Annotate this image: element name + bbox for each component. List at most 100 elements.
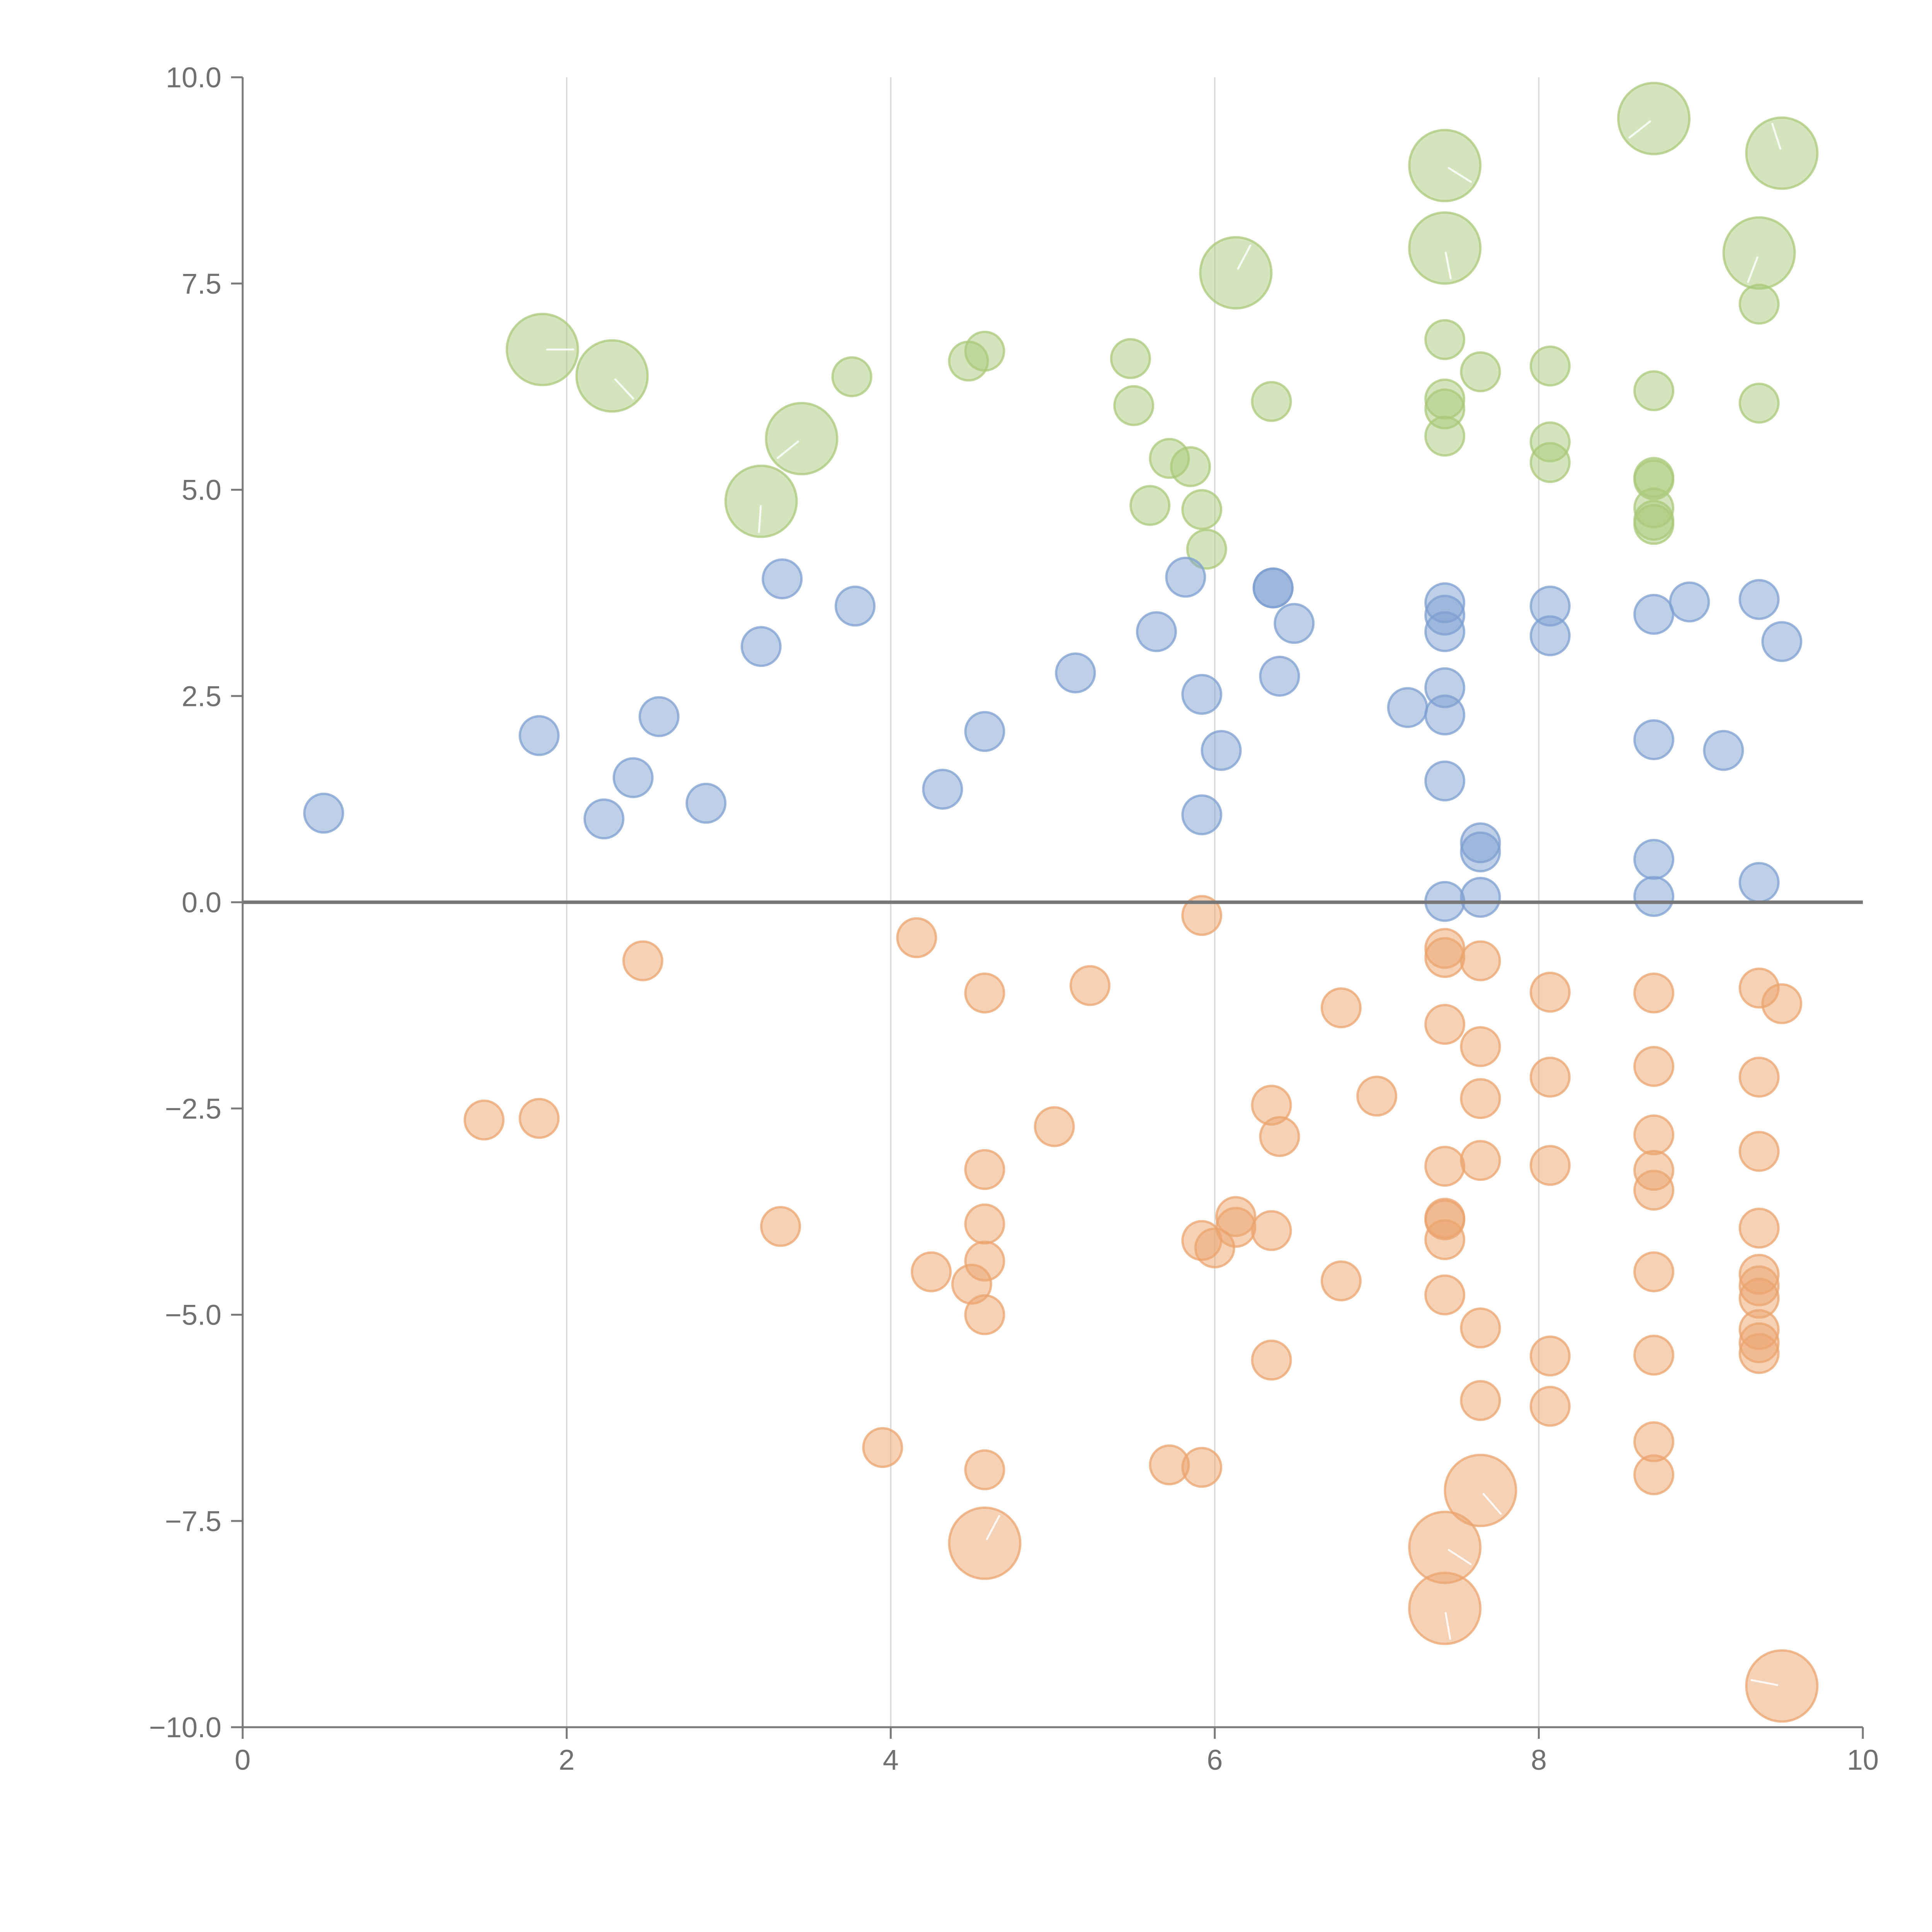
blue-bubble	[638, 696, 680, 737]
x-tick-label: 4	[883, 1744, 899, 1776]
green-bubble	[1251, 381, 1292, 422]
green-bubble	[505, 313, 579, 386]
orange-bubble	[1424, 937, 1466, 978]
orange-bubble	[1633, 1170, 1675, 1211]
y-tick-label: 0.0	[182, 886, 221, 918]
green-bubble-tick	[1771, 122, 1782, 150]
orange-bubble	[1251, 1339, 1292, 1381]
blue-bubble	[922, 769, 963, 810]
orange-bubble-tick	[986, 1515, 1000, 1540]
blue-bubble	[1424, 694, 1466, 736]
y-tick-label: 2.5	[182, 680, 221, 712]
blue-bubble	[685, 782, 727, 824]
orange-bubble	[1460, 1078, 1501, 1119]
orange-bubble	[964, 1449, 1005, 1490]
x-tick-label: 6	[1207, 1744, 1223, 1776]
green-bubble	[575, 339, 649, 413]
green-bubble	[1181, 489, 1223, 530]
blue-bubble	[1165, 556, 1206, 598]
orange-bubble	[1738, 1056, 1780, 1098]
blue-bubble	[303, 793, 344, 834]
orange-bubble	[1633, 1251, 1675, 1293]
blue-bubble	[1703, 730, 1744, 771]
orange-bubble	[1424, 1003, 1466, 1045]
blue-bubble	[964, 711, 1005, 752]
x-tick-label: 2	[559, 1744, 575, 1776]
blue-bubble	[1136, 611, 1177, 652]
orange-bubble	[1444, 1454, 1517, 1527]
green-bubble	[1633, 504, 1675, 545]
green-bubble-tick	[1447, 167, 1472, 183]
blue-bubble	[1460, 831, 1501, 872]
orange-bubble	[1460, 940, 1501, 981]
orange-bubble	[1320, 1260, 1362, 1301]
green-bubble-tick	[1747, 256, 1759, 283]
blue-bubble	[583, 798, 625, 840]
green-bubble	[1460, 351, 1501, 393]
orange-bubble	[862, 1427, 903, 1468]
green-bubble	[831, 356, 872, 398]
green-bubble	[1199, 236, 1273, 310]
orange-bubble	[1424, 1219, 1466, 1260]
green-bubble	[964, 330, 1005, 372]
orange-bubble	[964, 972, 1005, 1014]
blue-bubble	[762, 558, 803, 600]
orange-bubble	[1460, 1026, 1501, 1067]
orange-bubble	[1633, 1454, 1675, 1495]
y-tick-label: 7.5	[182, 268, 221, 300]
blue-bubble	[1259, 656, 1300, 697]
y-tick-label: −7.5	[165, 1505, 221, 1537]
green-bubble	[1424, 415, 1466, 457]
x-tick-label: 10	[1847, 1744, 1879, 1776]
orange-bubble	[964, 1203, 1005, 1245]
orange-bubble	[1738, 1208, 1780, 1249]
y-tick-label: −2.5	[165, 1093, 221, 1125]
orange-bubble	[1761, 983, 1803, 1024]
green-bubble	[1408, 211, 1482, 285]
x-tick-label: 8	[1531, 1744, 1547, 1776]
green-bubble	[1408, 129, 1482, 202]
blue-bubble	[1738, 579, 1780, 620]
orange-bubble	[1738, 1131, 1780, 1172]
orange-bubble	[1633, 1114, 1675, 1156]
orange-bubble	[1633, 1046, 1675, 1087]
orange-bubble	[911, 1251, 952, 1293]
y-tick-label: −10.0	[149, 1711, 221, 1743]
blue-bubble	[1669, 581, 1710, 622]
orange-bubble	[1181, 1447, 1223, 1488]
green-bubble-tick	[1237, 244, 1252, 270]
green-bubble	[1745, 116, 1819, 190]
orange-bubble	[1259, 1116, 1300, 1157]
orange-bubble	[1529, 971, 1571, 1013]
orange-bubble	[964, 1294, 1005, 1335]
orange-bubble	[896, 917, 937, 958]
green-bubble	[1529, 345, 1571, 387]
orange-bubble	[463, 1099, 505, 1141]
y-tick-label: 5.0	[182, 474, 221, 506]
orange-bubble	[948, 1506, 1022, 1580]
y-tick-label: 10.0	[166, 61, 221, 94]
blue-bubble	[834, 585, 876, 627]
green-bubble	[1170, 446, 1211, 487]
green-bubble	[1113, 385, 1155, 426]
blue-bubble	[1633, 876, 1675, 917]
green-bubble-tick	[776, 440, 799, 459]
green-bubble-tick	[758, 505, 762, 533]
blue-bubble	[1424, 611, 1466, 652]
blue-bubble	[1460, 877, 1501, 918]
orange-bubble	[1424, 1274, 1466, 1316]
green-bubble	[1633, 370, 1675, 412]
orange-bubble	[1408, 1571, 1482, 1645]
blue-bubble	[1252, 567, 1294, 609]
bubbles	[303, 82, 1819, 1723]
orange-bubble	[1356, 1075, 1398, 1117]
blue-bubble	[1181, 673, 1223, 715]
orange-bubble-tick	[1447, 1549, 1472, 1565]
blue-bubble	[1633, 594, 1675, 635]
orange-bubble	[1529, 1335, 1571, 1377]
blue-bubble	[1055, 652, 1096, 694]
blue-bubble	[1181, 794, 1223, 835]
orange-bubble	[1460, 1307, 1501, 1349]
green-bubble	[1617, 82, 1691, 155]
